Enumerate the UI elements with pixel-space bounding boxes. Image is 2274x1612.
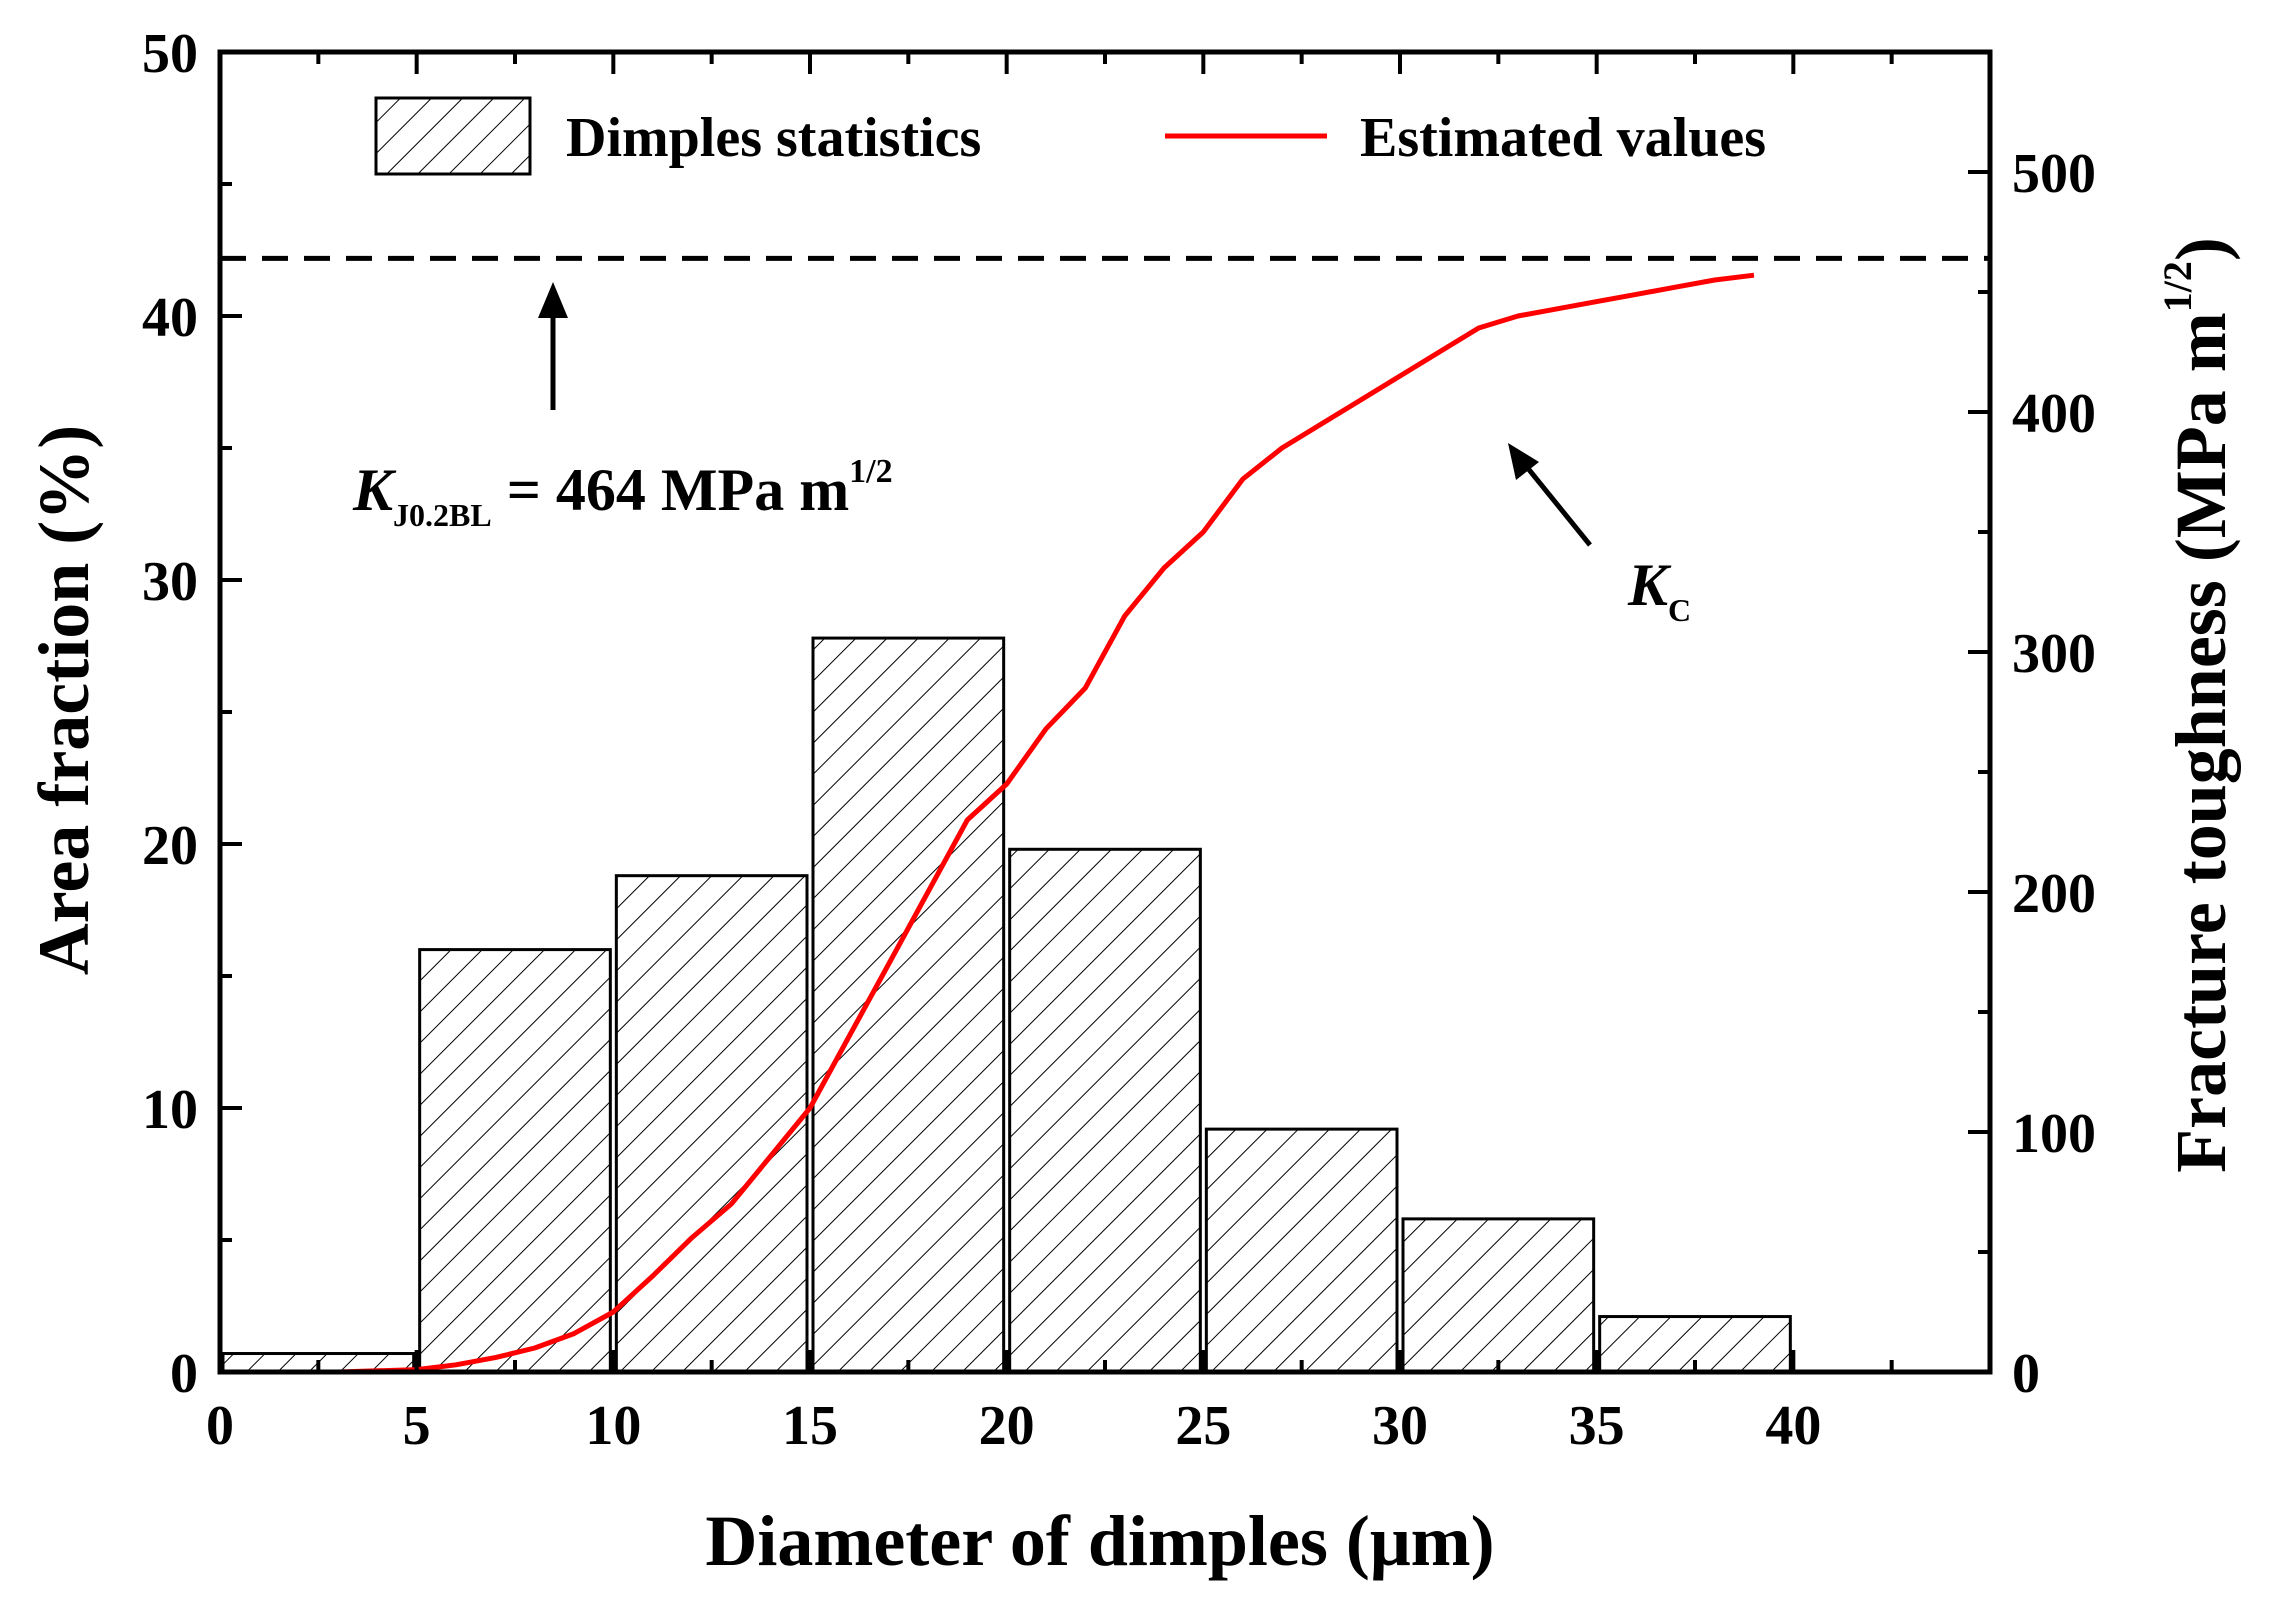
bar-5 [1204, 1127, 1399, 1374]
estimated-curve-group [259, 272, 1755, 1375]
y-left-tick-label: 50 [142, 23, 198, 85]
annotation-kc-label: KC [1627, 552, 1691, 628]
x-axis-title: Diameter of dimples (μm) [705, 1501, 1494, 1581]
x-tick-label: 30 [1372, 1395, 1428, 1457]
x-tick-label: 0 [206, 1395, 234, 1457]
bar-1 [418, 948, 612, 1374]
annotation-kc-arrow-head [1508, 443, 1539, 480]
annotation-kj-subscript: J0.2BL [393, 497, 492, 533]
annotation-kj-value: = 464 MPa m [492, 457, 849, 523]
legend-label-dimples: Dimples statistics [566, 107, 981, 169]
histogram-bars [221, 636, 1792, 1374]
x-tick-label: 5 [403, 1395, 431, 1457]
y-left-tick-label: 0 [170, 1343, 198, 1405]
legend-label-estimated: Estimated values [1360, 107, 1766, 169]
y-right-tick-label: 500 [2012, 143, 2096, 205]
annotation-kj-k: K [352, 457, 397, 523]
bar-3 [811, 636, 1006, 1374]
axis-ticks [218, 50, 1992, 1374]
y-right-tick-label: 400 [2012, 383, 2096, 445]
y-right-axis-title: Fracture toughness (MPa m1/2) [2155, 237, 2241, 1173]
annotation-kj-arrow-head [538, 282, 568, 318]
x-tick-label: 20 [979, 1395, 1035, 1457]
x-tick-label: 25 [1175, 1395, 1231, 1457]
y-right-tick-label: 200 [2012, 863, 2096, 925]
y-left-axis-title: Area fraction (%) [24, 425, 104, 975]
y-left-tick-label: 40 [142, 287, 198, 349]
bar-4 [1008, 847, 1202, 1374]
annotation-kc: KC [1508, 443, 1691, 628]
annotation-kc-k: K [1627, 552, 1672, 618]
x-tick-label: 10 [585, 1395, 641, 1457]
annotation-kc-subscript: C [1668, 592, 1691, 628]
y-right-axis-title-superscript: 1/2 [2155, 261, 2200, 312]
y-right-tick-label: 0 [2012, 1343, 2040, 1405]
annotation-kj-superscript: 1/2 [849, 453, 892, 490]
y-left-tick-label: 30 [142, 551, 198, 613]
y-right-axis-title-main: Fracture toughness (MPa m [2161, 312, 2241, 1173]
annotation-kc-arrow-shaft [1520, 459, 1592, 547]
estimated-values-line [259, 272, 1755, 1375]
legend: Dimples statistics Estimated values [374, 96, 1766, 176]
x-tick-label: 40 [1765, 1395, 1821, 1457]
y-left-tick-label: 20 [142, 815, 198, 877]
y-right-axis-title-close: ) [2161, 237, 2241, 261]
x-tick-label: 35 [1569, 1395, 1625, 1457]
annotation-kj-label: KJ0.2BL = 464 MPa m1/2 [352, 453, 893, 533]
y-right-tick-label: 100 [2012, 1103, 2096, 1165]
annotation-kj: KJ0.2BL = 464 MPa m1/2 [352, 282, 893, 533]
bar-2 [614, 874, 809, 1374]
bar-6 [1401, 1217, 1596, 1374]
y-right-tick-label: 300 [2012, 623, 2096, 685]
legend-swatch-dimples [374, 96, 532, 176]
axis-tick-labels: 0 5 10 15 20 25 30 35 40010203040500100200300400… [142, 23, 2096, 1457]
y-left-tick-label: 10 [142, 1079, 198, 1141]
x-tick-label: 15 [782, 1395, 838, 1457]
